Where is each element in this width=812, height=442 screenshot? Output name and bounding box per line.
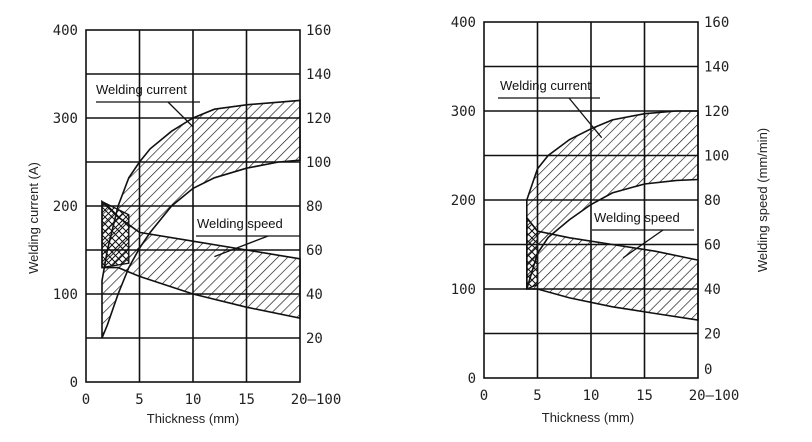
chart-left-bands: Welding current Welding speed bbox=[96, 82, 301, 339]
chart-right-y2-axis-label: Welding speed (mm/min) bbox=[755, 128, 770, 272]
chart-left-welding-current-annotation: Welding current bbox=[96, 82, 187, 97]
chart-right-x-ticks: 0 5 10 15 20–100 bbox=[480, 388, 740, 404]
chart-right-welding-current-annotation: Welding current bbox=[500, 78, 591, 93]
chart-right-welding-current-pointer bbox=[568, 97, 603, 139]
chart-left-y-tick-label: 200 bbox=[53, 199, 78, 215]
chart-right-y2-ticks: 0 20 40 60 80 100 120 140 160 bbox=[704, 15, 729, 378]
chart-right-y2-tick-label: 80 bbox=[704, 193, 721, 209]
chart-left-y-tick-label: 100 bbox=[53, 287, 78, 303]
chart-left-y-tick-label: 0 bbox=[70, 375, 78, 391]
chart-left-y2-tick-label: 40 bbox=[306, 287, 323, 303]
chart-right-y2-tick-label: 60 bbox=[704, 238, 721, 254]
chart-left-x-tick-label: 5 bbox=[135, 392, 143, 408]
chart-right-y-tick-label: 200 bbox=[451, 193, 476, 209]
chart-left-x-tick-label: 15 bbox=[238, 392, 255, 408]
chart-right-y2-tick-label: 0 bbox=[704, 362, 712, 378]
chart-left-y2-tick-label: 60 bbox=[306, 243, 323, 259]
chart-left-welding-current-pointer bbox=[167, 101, 194, 128]
chart-left-y-tick-label: 400 bbox=[53, 23, 78, 39]
chart-right-x-tick-label: 0 bbox=[480, 388, 488, 404]
chart-right-y2-tick-label: 140 bbox=[704, 60, 729, 76]
chart-right-y2-tick-label: 40 bbox=[704, 282, 721, 298]
chart-left-x-tick-label: 0 bbox=[82, 392, 90, 408]
chart-right-y2-tick-label: 160 bbox=[704, 15, 729, 31]
chart-right-x-tick-label: 5 bbox=[533, 388, 541, 404]
chart-left-x-ticks: 0 5 10 15 20–100 bbox=[82, 392, 342, 408]
chart-left-y-axis-label: Welding current (A) bbox=[26, 162, 41, 274]
chart-right-x-axis-label: Thickness (mm) bbox=[542, 410, 634, 425]
chart-left-overlap-region bbox=[101, 200, 130, 269]
chart-left-welding-speed-annotation: Welding speed bbox=[197, 216, 283, 231]
chart-left-y-ticks: 0 100 200 300 400 bbox=[53, 23, 78, 391]
chart-right-x-end-label: 20–100 bbox=[689, 388, 740, 404]
chart-right-y-tick-label: 100 bbox=[451, 282, 476, 298]
chart-right-y-tick-label: 300 bbox=[451, 104, 476, 120]
chart-left-x-end-label: 20–100 bbox=[291, 392, 342, 408]
chart-right-y-tick-label: 400 bbox=[451, 15, 476, 31]
chart-left-y2-tick-label: 160 bbox=[306, 23, 331, 39]
chart-left-y-tick-label: 300 bbox=[53, 111, 78, 127]
chart-right-bands: Welding current Welding speed bbox=[498, 78, 699, 322]
chart-left-welding-speed-band bbox=[101, 199, 301, 320]
chart-left-y2-tick-label: 120 bbox=[306, 111, 331, 127]
chart-right-y-tick-label: 0 bbox=[468, 371, 476, 387]
chart-right-overlap-region bbox=[526, 215, 539, 291]
chart-left-x-axis-label: Thickness (mm) bbox=[147, 411, 239, 426]
chart-left-y2-ticks: 20 40 60 80 100 120 140 160 bbox=[306, 23, 331, 347]
chart-right-x-tick-label: 15 bbox=[636, 388, 653, 404]
chart-right-y2-tick-label: 20 bbox=[704, 327, 721, 343]
chart-right-x-tick-label: 10 bbox=[583, 388, 600, 404]
chart-right-y-ticks: 0 100 200 300 400 bbox=[451, 15, 476, 387]
chart-left-y2-tick-label: 80 bbox=[306, 199, 323, 215]
chart-left-welding-speed-pointer bbox=[214, 235, 269, 258]
chart-right-welding-speed-band bbox=[526, 215, 699, 322]
chart-right-y2-tick-label: 100 bbox=[704, 149, 729, 165]
chart-right-welding-speed-annotation: Welding speed bbox=[594, 210, 680, 225]
chart-left-y2-tick-label: 140 bbox=[306, 67, 331, 83]
chart-right-welding-speed-pointer bbox=[622, 229, 664, 259]
chart-right-y2-tick-label: 120 bbox=[704, 104, 729, 120]
chart-left-x-tick-label: 10 bbox=[185, 392, 202, 408]
chart-left-y2-tick-label: 100 bbox=[306, 155, 331, 171]
chart-left-y2-tick-label: 20 bbox=[306, 331, 323, 347]
